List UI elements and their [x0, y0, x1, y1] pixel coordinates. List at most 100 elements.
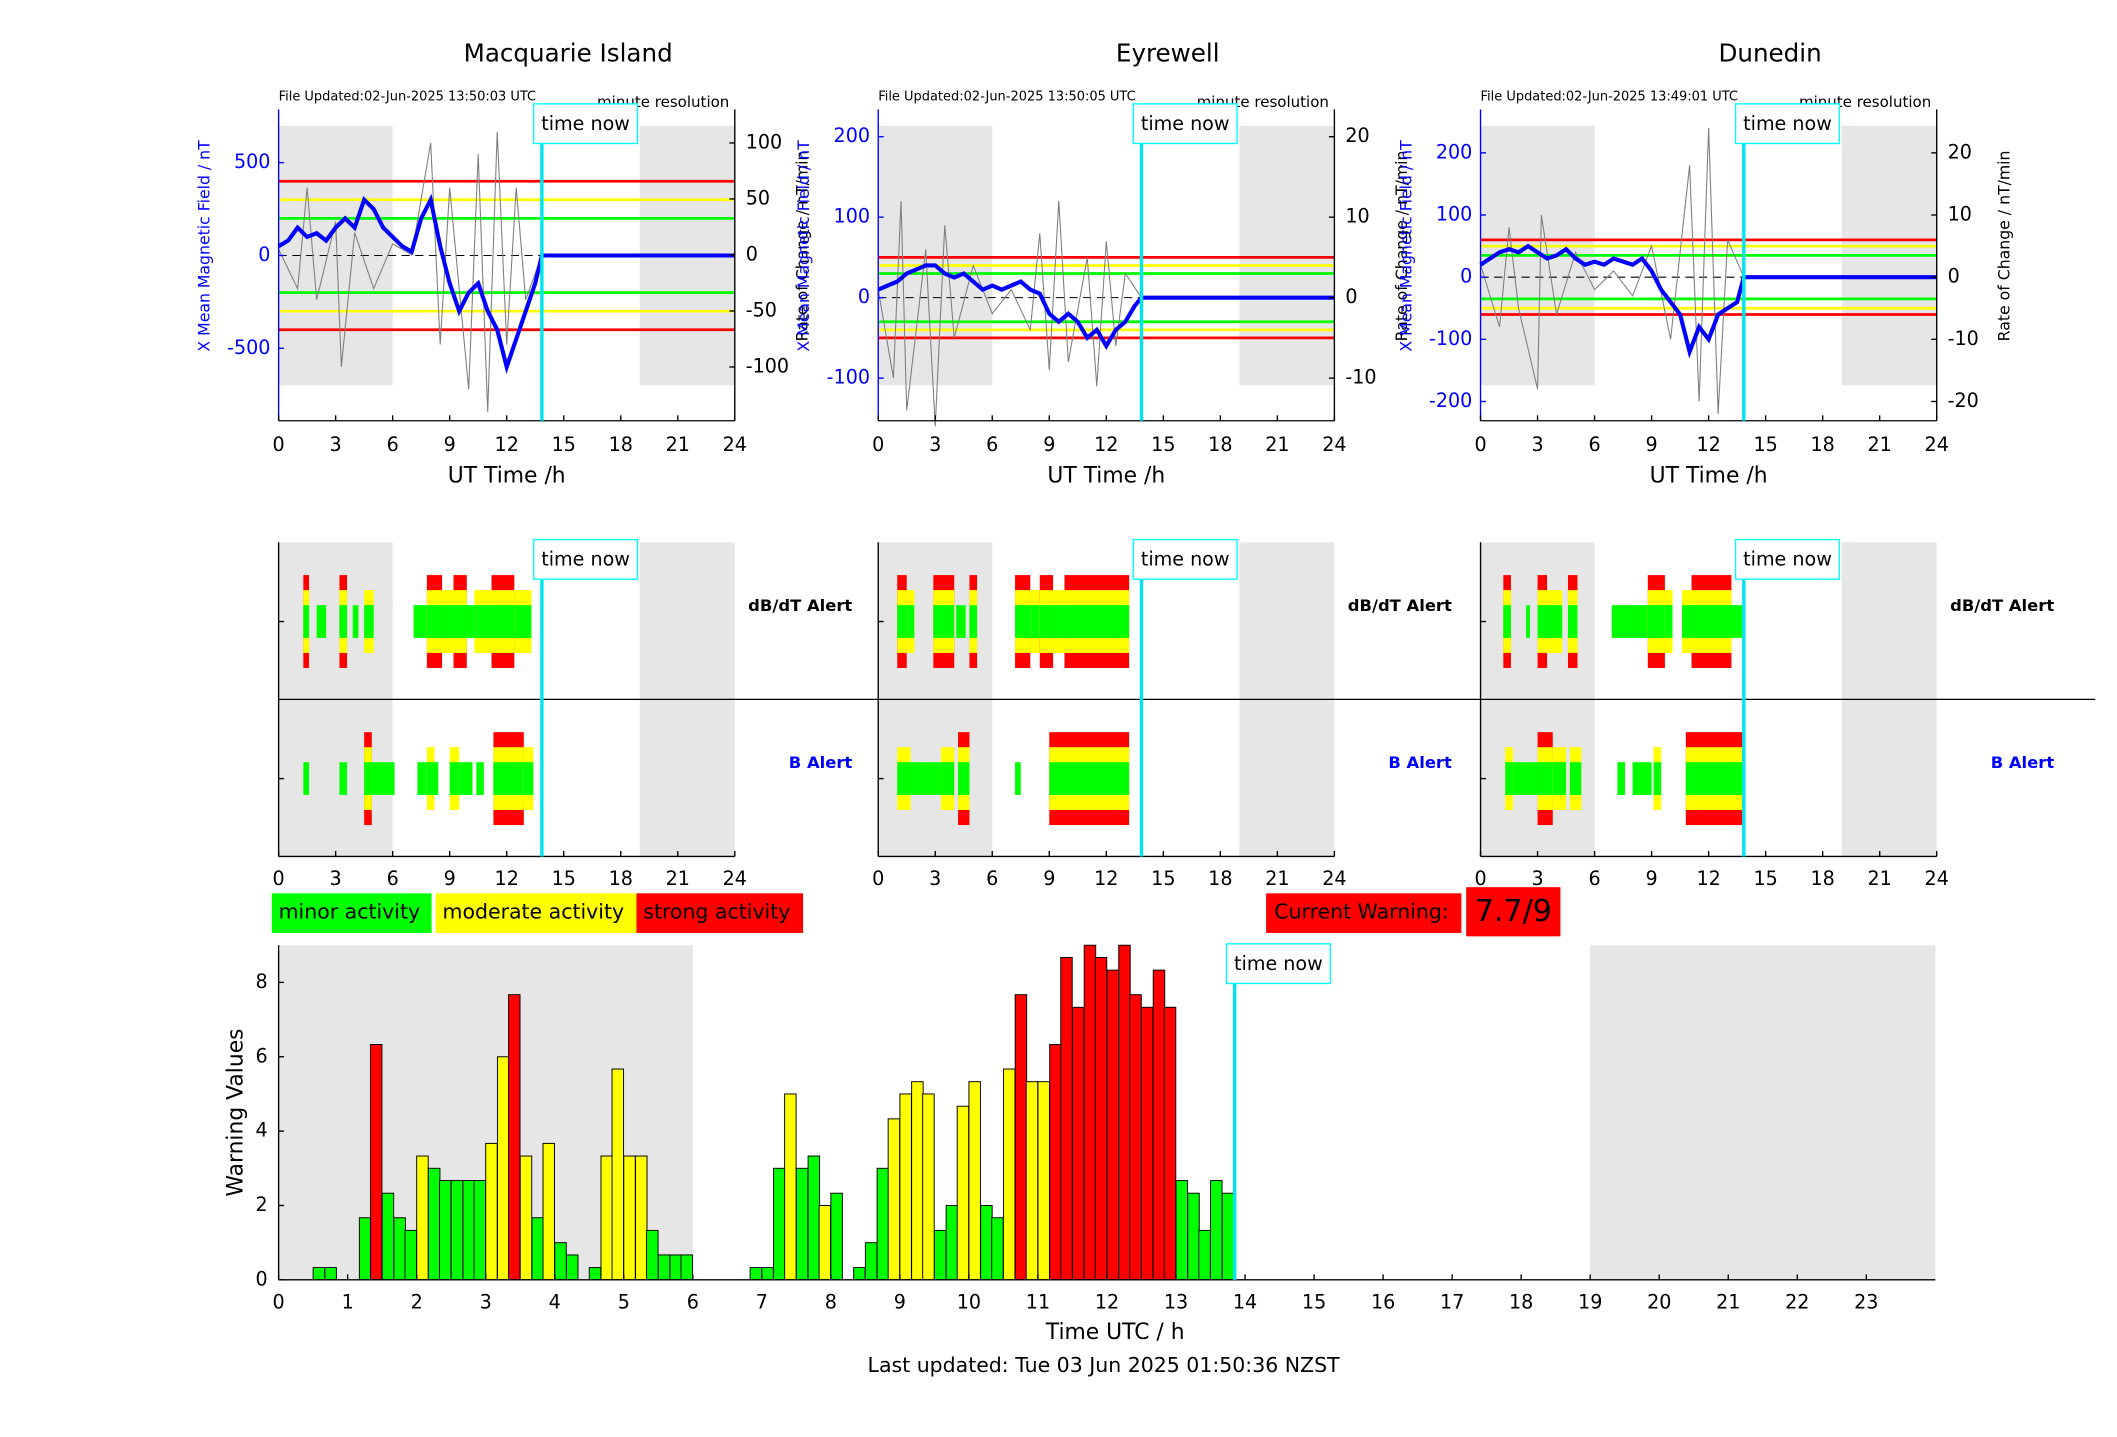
alert-segment — [339, 762, 348, 795]
x-tick-label: 24 — [1925, 433, 1949, 456]
bar — [566, 1254, 579, 1281]
x-tick-label: 15 — [1302, 1291, 1326, 1314]
mean-field-line — [877, 263, 1335, 350]
bar — [887, 1118, 901, 1281]
bar — [968, 1081, 981, 1281]
bar — [635, 1155, 648, 1281]
x-tick-label: 23 — [1854, 1291, 1878, 1314]
current-warning-box — [1266, 893, 1462, 933]
alert-segment — [1567, 605, 1578, 638]
x-tick-label: 18 — [609, 867, 633, 890]
x-tick-label: 12 — [1094, 867, 1118, 890]
alert-segment — [1664, 605, 1673, 638]
x-axis-label: UT Time /h — [448, 464, 566, 489]
y-tick-label: 0 — [858, 285, 870, 308]
x-tick-label: 18 — [1208, 867, 1232, 890]
y-tick-label: 6 — [256, 1044, 268, 1067]
alert-row-label: dB/dT Alert — [1950, 596, 2054, 615]
y-tick-label: 8 — [256, 970, 268, 993]
bar — [1060, 957, 1073, 1281]
bar — [473, 1180, 486, 1281]
y-tick-label: 200 — [1436, 140, 1472, 163]
bar — [600, 1155, 613, 1281]
rate-line — [278, 131, 543, 412]
x-tick-label: 0 — [1474, 433, 1486, 456]
x-tick-label: 8 — [825, 1291, 837, 1314]
alert-segment — [413, 605, 427, 638]
x-tick-label: 4 — [549, 1291, 561, 1314]
x-tick-label: 12 — [1696, 867, 1720, 890]
alert-segment — [426, 762, 435, 795]
bar — [312, 1267, 326, 1281]
alert-segment — [1547, 605, 1563, 638]
bar — [1025, 1081, 1039, 1281]
bar — [646, 1229, 659, 1281]
bar — [393, 1217, 406, 1281]
y2-axis-label: Rate of Change / nT/min — [793, 151, 812, 342]
alert-segment — [1731, 605, 1745, 638]
x-tick-label: 7 — [756, 1291, 768, 1314]
footer: Last updated: Tue 03 Jun 2025 01:50:36 N… — [868, 1353, 1341, 1377]
y2-tick-label: 0 — [746, 242, 758, 265]
y-tick-label: 0 — [256, 1267, 268, 1290]
bar — [807, 1155, 821, 1281]
bar — [773, 1167, 786, 1281]
x-tick-label: 21 — [1265, 867, 1289, 890]
alert-segment — [1691, 605, 1732, 638]
y-tick-label: 500 — [234, 150, 270, 173]
bar — [991, 1217, 1004, 1281]
bar — [922, 1093, 935, 1281]
alert-segment — [958, 762, 970, 795]
bar — [462, 1180, 475, 1281]
y-axis-label: X Mean Magnetic Field / nT — [794, 140, 813, 352]
y2-tick-label: 10 — [1948, 203, 1972, 226]
x-tick-label: 9 — [894, 1291, 906, 1314]
alert-segment — [514, 605, 532, 638]
y2-tick-label: -50 — [746, 298, 777, 321]
y-tick-label: -200 — [1429, 389, 1472, 412]
bar — [830, 1192, 843, 1281]
alert-segment — [364, 605, 374, 638]
bar — [588, 1267, 602, 1281]
x-tick-label: 3 — [929, 433, 941, 456]
alert-segment — [474, 605, 492, 638]
y2-tick-label: -10 — [1948, 327, 1979, 350]
x-tick-label: 12 — [495, 433, 519, 456]
alert-segment — [417, 762, 427, 795]
bar — [853, 1267, 866, 1281]
x-tick-label: 22 — [1785, 1291, 1809, 1314]
alert-segment — [906, 605, 915, 638]
x-tick-label: 3 — [330, 867, 342, 890]
time-now-box — [533, 538, 639, 580]
rate-line — [877, 201, 1142, 427]
bar — [680, 1254, 694, 1281]
rate-line — [1480, 127, 1745, 414]
alert-segment — [459, 762, 473, 795]
y-axis-label: X Mean Magnetic Field / nT — [1396, 140, 1415, 352]
y-tick-label: 100 — [834, 205, 870, 228]
time-now-label: time now — [1141, 112, 1230, 135]
bar — [519, 1155, 533, 1281]
x-tick-label: 15 — [1753, 867, 1777, 890]
legend-label: minor activity — [279, 899, 421, 923]
alert-segment — [969, 605, 978, 638]
bar — [324, 1267, 337, 1281]
bar — [438, 1180, 452, 1281]
alert-segment — [1039, 605, 1054, 638]
alert-segment — [1647, 605, 1665, 638]
alert-segment — [303, 605, 310, 638]
x-tick-label: 6 — [1588, 867, 1600, 890]
shaded-region — [1590, 945, 1936, 1280]
bar — [1002, 1068, 1016, 1281]
x-tick-label: 21 — [1868, 867, 1892, 890]
bar — [761, 1267, 774, 1281]
alert-segment — [434, 762, 439, 795]
y-tick-label: 2 — [256, 1193, 268, 1216]
y-tick-label: 4 — [256, 1119, 268, 1142]
x-tick-label: 0 — [872, 867, 884, 890]
time-now-box — [1734, 538, 1841, 580]
bar — [1141, 1006, 1154, 1281]
legend-swatch — [435, 893, 637, 933]
x-tick-label: 24 — [723, 433, 747, 456]
